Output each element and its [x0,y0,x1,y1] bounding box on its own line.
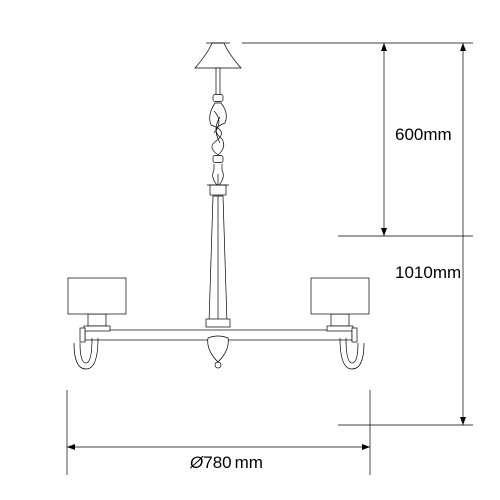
dim-suspension: 600mm [395,125,452,144]
dim-diameter: Ø780mm [189,453,263,472]
dim-total-height: 1010mm [395,263,461,282]
